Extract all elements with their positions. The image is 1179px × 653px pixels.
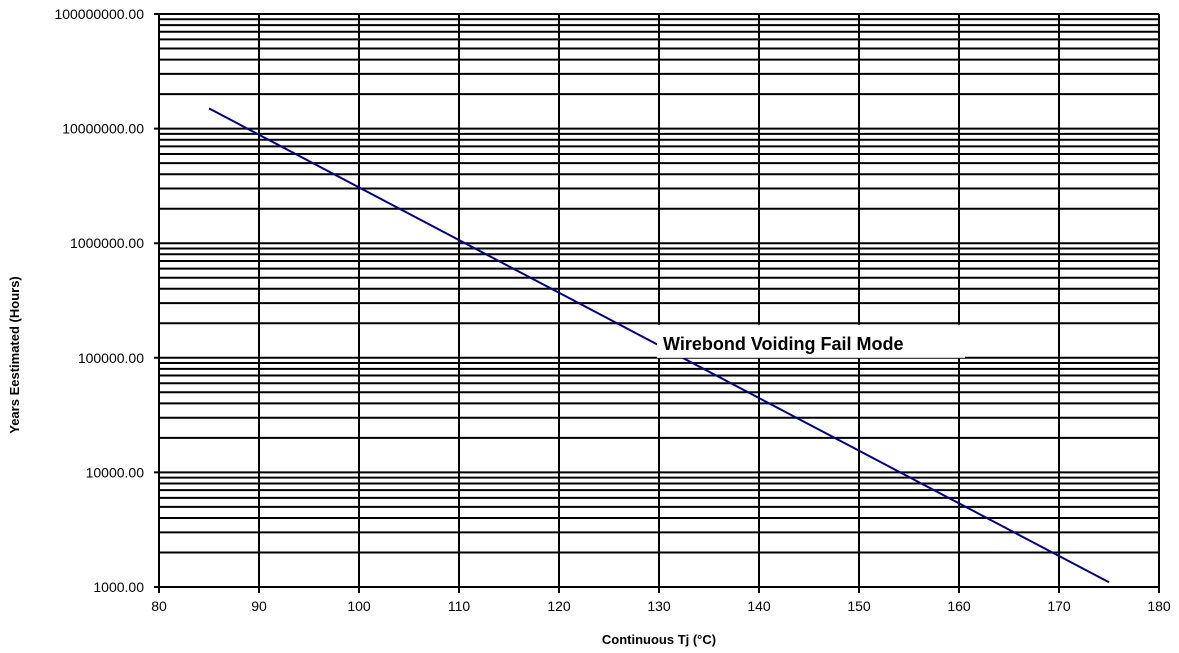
x-tick-label: 80 <box>151 598 167 614</box>
y-tick-label: 100000.00 <box>78 350 144 366</box>
x-tick-label: 140 <box>747 598 771 614</box>
annotation-label: Wirebond Voiding Fail Mode <box>663 334 904 354</box>
x-tick-label: 90 <box>251 598 267 614</box>
x-tick-labels: 80 90 100 110 120 130 140 150 160 170 180 <box>151 598 1171 614</box>
x-axis-title: Continuous Tj (°C) <box>602 632 716 647</box>
y-axis-title: Years Eestimated (Hours) <box>7 276 22 434</box>
x-tick-label: 150 <box>847 598 871 614</box>
x-tick-label: 110 <box>448 598 471 614</box>
y-tick-label: 10000000.00 <box>62 121 144 137</box>
x-tick-label: 160 <box>947 598 971 614</box>
y-tick-label: 1000000.00 <box>70 235 144 251</box>
annotation-box <box>657 324 965 358</box>
y-tick-labels: 1000.00 10000.00 100000.00 1000000.00 100000… <box>54 6 144 595</box>
annotation-layer: Wirebond Voiding Fail Mode <box>657 324 965 358</box>
x-tick-label: 120 <box>547 598 571 614</box>
y-tick-label: 100000000.00 <box>54 6 144 22</box>
x-tick-label: 180 <box>1147 598 1171 614</box>
grid-major <box>154 13 1160 593</box>
y-tick-label: 10000.00 <box>86 464 145 480</box>
x-tick-label: 100 <box>347 598 371 614</box>
y-tick-label: 1000.00 <box>93 579 144 595</box>
x-tick-label: 170 <box>1047 598 1071 614</box>
x-tick-label: 130 <box>647 598 671 614</box>
